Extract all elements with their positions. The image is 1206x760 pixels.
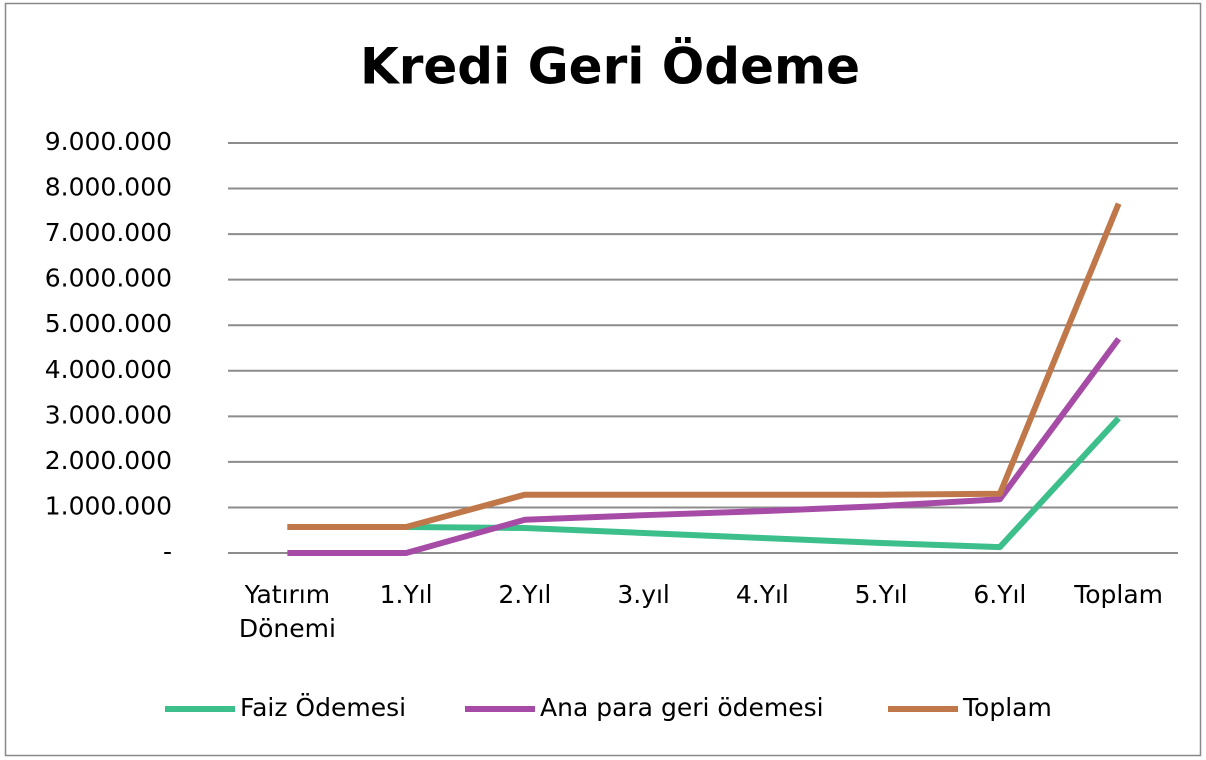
- legend-label: Toplam: [962, 693, 1052, 722]
- chart-title: Kredi Geri Ödeme: [360, 37, 860, 96]
- series-line: [287, 337, 1122, 556]
- x-tick-label-box: 1.Yıl: [379, 580, 433, 609]
- x-tick-label-box: Yatırım Dönemi: [238, 580, 336, 643]
- x-tick-label-box: 2.Yıl: [498, 580, 552, 609]
- x-tick-label: 2.Yıl: [498, 580, 552, 609]
- x-tick-label: Toplam: [1074, 580, 1164, 609]
- series-line: [287, 202, 1122, 531]
- x-tick-label-box: 5.Yıl: [854, 580, 908, 609]
- y-tick-label: 3.000.000: [45, 400, 172, 429]
- legend-label: Faiz Ödemesi: [240, 693, 406, 722]
- x-tick-label: 5.Yıl: [854, 580, 908, 609]
- y-tick-label: 5.000.000: [45, 309, 172, 338]
- legend-label: Ana para geri ödemesi: [540, 693, 824, 722]
- y-tick-label: 7.000.000: [45, 218, 172, 247]
- x-tick-label: 1.Yıl: [379, 580, 433, 609]
- x-tick-label-box: Toplam: [1074, 580, 1164, 609]
- y-tick-label: 2.000.000: [45, 446, 172, 475]
- x-tick-label-box: 6.Yıl: [973, 580, 1027, 609]
- chart-frame: [4, 2, 1202, 757]
- y-tick-label: 9.000.000: [45, 127, 172, 156]
- x-tick-label: 6.Yıl: [973, 580, 1027, 609]
- x-tick-label-box: 4.Yıl: [735, 580, 789, 609]
- y-tick-label: -: [163, 537, 172, 566]
- x-tick-label: 4.Yıl: [735, 580, 789, 609]
- y-tick-label: 8.000.000: [45, 173, 172, 202]
- y-tick-label: 6.000.000: [45, 264, 172, 293]
- y-tick-label: 1.000.000: [45, 491, 172, 520]
- x-tick-label: Yatırım Dönemi: [238, 580, 336, 643]
- y-tick-label: 4.000.000: [45, 355, 172, 384]
- x-tick-label-box: 3.yıl: [617, 580, 670, 609]
- x-tick-label: 3.yıl: [617, 580, 670, 609]
- series-line: [287, 416, 1121, 551]
